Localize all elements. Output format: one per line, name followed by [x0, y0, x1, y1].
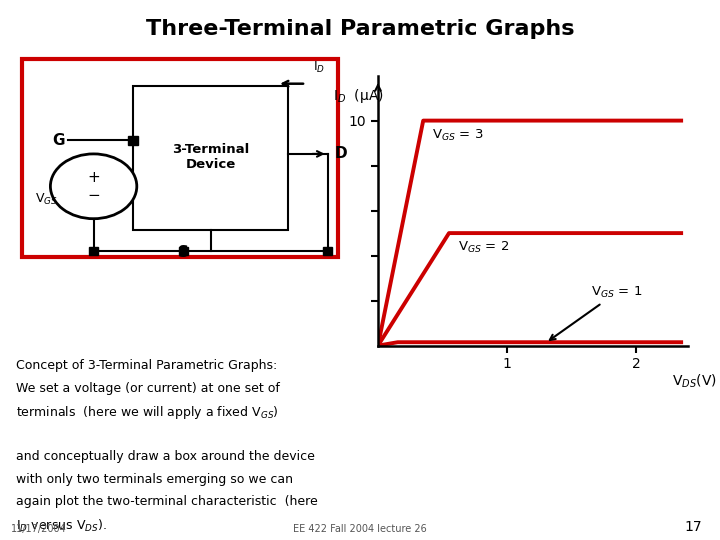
Bar [323, 247, 333, 255]
Text: 11/17/2004: 11/17/2004 [11, 523, 66, 534]
Text: −: − [87, 188, 100, 203]
Text: EE 422 Fall 2004 lecture 26: EE 422 Fall 2004 lecture 26 [293, 523, 427, 534]
Text: Concept of 3-Terminal Parametric Graphs:: Concept of 3-Terminal Parametric Graphs: [16, 359, 277, 372]
Text: I$_D$ versus V$_{DS}$).: I$_D$ versus V$_{DS}$). [16, 518, 107, 534]
Text: +: + [87, 170, 100, 185]
Text: V$_{GS}$ = 3: V$_{GS}$ = 3 [432, 127, 484, 143]
Text: I$_D$  (μA): I$_D$ (μA) [333, 87, 384, 105]
Text: V$_{GS}$: V$_{GS}$ [35, 192, 58, 207]
Bar [133, 86, 288, 230]
Bar [89, 247, 99, 255]
Text: V$_{GS}$ = 1: V$_{GS}$ = 1 [550, 285, 642, 340]
Text: terminals  (here we will apply a fixed V$_{GS}$): terminals (here we will apply a fixed V$… [16, 404, 279, 421]
Text: V$_{DS}$(V): V$_{DS}$(V) [672, 373, 716, 390]
Text: We set a voltage (or current) at one set of: We set a voltage (or current) at one set… [16, 382, 279, 395]
Text: with only two terminals emerging so we can: with only two terminals emerging so we c… [16, 472, 293, 485]
Text: I$_D$: I$_D$ [313, 60, 325, 75]
Text: and conceptually draw a box around the device: and conceptually draw a box around the d… [16, 450, 315, 463]
Text: D: D [335, 146, 348, 161]
Bar [22, 59, 338, 256]
Text: S: S [178, 245, 189, 260]
Bar [179, 247, 189, 255]
Text: Three-Terminal Parametric Graphs: Three-Terminal Parametric Graphs [145, 19, 575, 39]
Circle shape [50, 154, 137, 219]
Text: V$_{GS}$ = 2: V$_{GS}$ = 2 [458, 240, 509, 255]
Text: again plot the two-terminal characteristic  (here: again plot the two-terminal characterist… [16, 495, 318, 508]
Text: 3-Terminal
Device: 3-Terminal Device [172, 143, 249, 171]
Text: 17: 17 [685, 519, 702, 534]
Bar [128, 136, 138, 145]
Text: G: G [52, 133, 64, 148]
